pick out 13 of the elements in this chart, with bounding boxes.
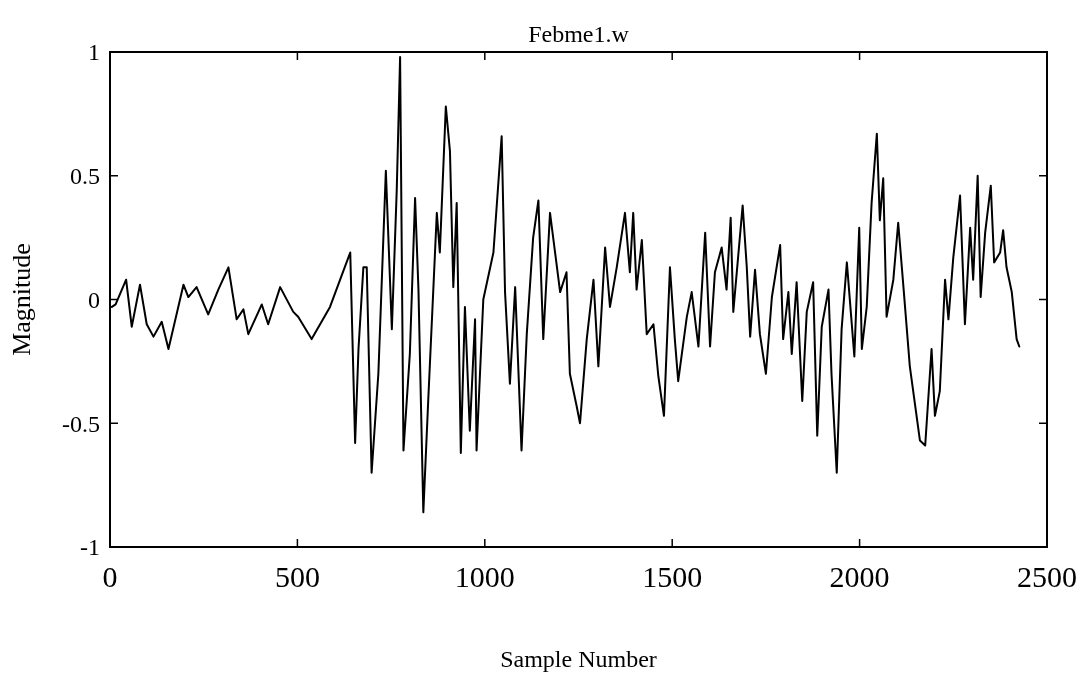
y-tick-label: -0.5 (62, 410, 100, 437)
y-tick-label: 1 (88, 39, 100, 66)
chart-title: Febme1.w (528, 21, 630, 47)
x-tick-label: 2500 (1017, 560, 1077, 593)
x-tick-label: 2000 (829, 560, 890, 593)
x-tick-label: 1500 (642, 560, 703, 593)
y-tick-label: 0 (88, 286, 100, 313)
x-tick-label: 1000 (454, 560, 515, 593)
y-tick-label: 0.5 (70, 163, 100, 190)
y-axis-title: Magnitude (7, 243, 36, 356)
x-axis-title: Sample Number (500, 646, 657, 672)
x-tick-label: 500 (274, 560, 320, 593)
y-tick-label: -1 (80, 534, 100, 561)
